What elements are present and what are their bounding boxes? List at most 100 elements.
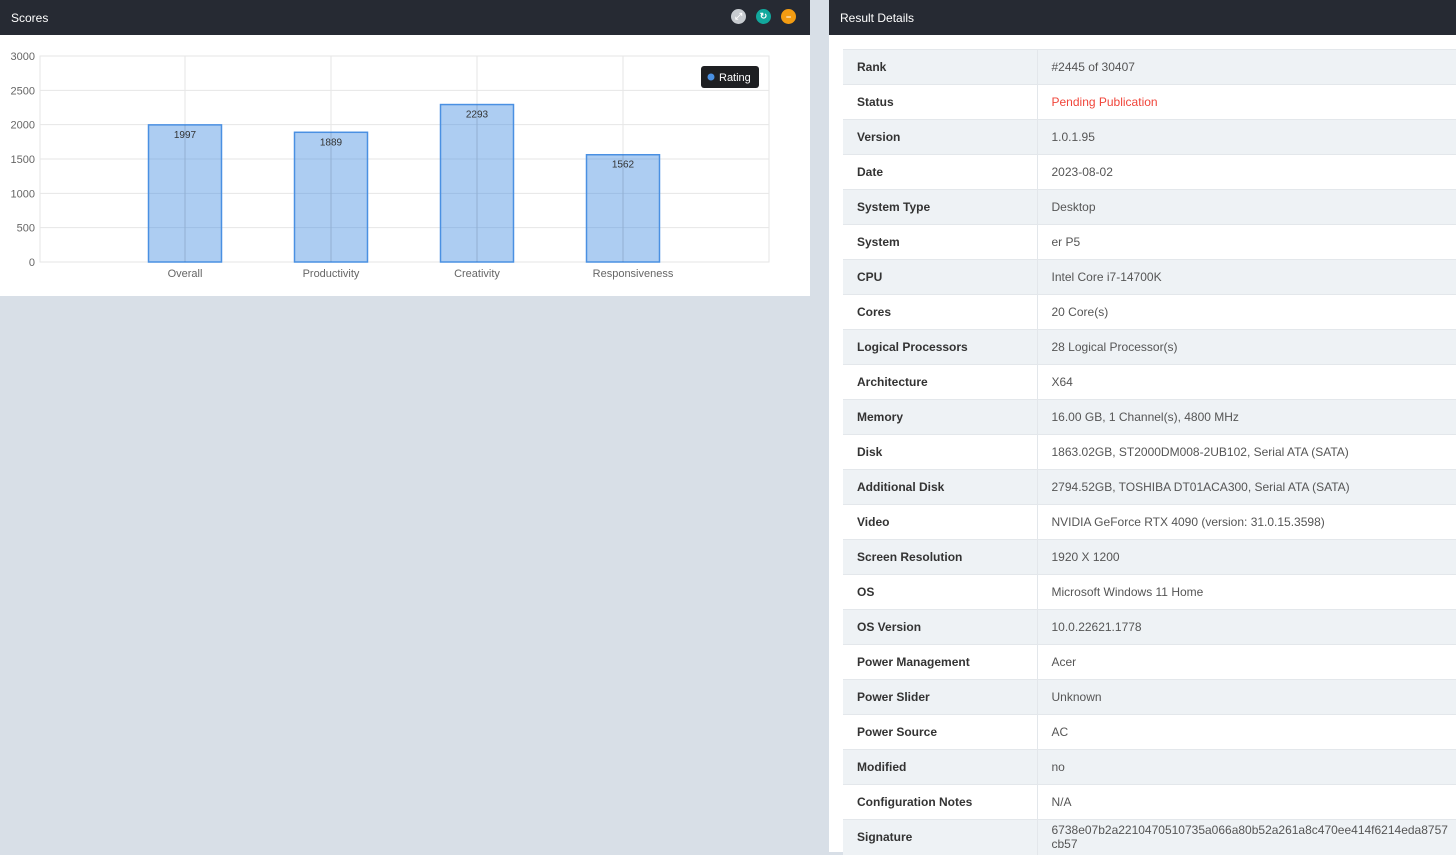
row-value: Unknown [1037,679,1456,715]
table-row: CPU Intel Core i7-14700K [843,259,1456,295]
legend-box [701,66,759,88]
row-value: 1.0.1.95 [1037,119,1456,155]
row-value: 16.00 GB, 1 Channel(s), 4800 MHz [1037,399,1456,435]
row-label: System Type [843,189,1038,225]
table-row: Logical Processors 28 Logical Processor(s… [843,329,1456,365]
row-label: System [843,224,1038,260]
row-value: er P5 [1037,224,1456,260]
table-row: Power Management Acer [843,644,1456,680]
row-value: Intel Core i7-14700K [1037,259,1456,295]
row-label: Screen Resolution [843,539,1038,575]
table-row: Video NVIDIA GeForce RTX 4090 (version: 3… [843,504,1456,540]
table-row: OS Version 10.0.22621.1778 [843,609,1456,645]
row-label: Power Source [843,714,1038,750]
row-label: Logical Processors [843,329,1038,365]
table-row: Power Source AC [843,714,1456,750]
row-label: Video [843,504,1038,540]
table-row: Screen Resolution 1920 X 1200 [843,539,1456,575]
details-header: Result Details [829,0,1456,35]
row-value: NVIDIA GeForce RTX 4090 (version: 31.0.1… [1037,504,1456,540]
y-tick-label: 500 [17,223,35,235]
table-row: System Type Desktop [843,189,1456,225]
y-tick-label: 2000 [11,120,35,132]
x-tick-label: Overall [168,268,203,280]
row-label: Version [843,119,1038,155]
table-row: Version 1.0.1.95 [843,119,1456,155]
row-value: 28 Logical Processor(s) [1037,329,1456,365]
table-row: Signature 6738e07b2a2210470510735a066a80b… [843,819,1456,855]
row-label: Signature [843,819,1038,855]
row-label: OS [843,574,1038,610]
table-row: Modified no [843,749,1456,785]
row-value: 1920 X 1200 [1037,539,1456,575]
row-value: no [1037,749,1456,785]
scores-title: Scores [11,10,49,25]
row-value: 1863.02GB, ST2000DM008-2UB102, Serial AT… [1037,434,1456,470]
scores-panel: Scores ⤢ ↻ − 0 500 1000 1500 2000 2500 3000 199… [0,0,810,296]
legend-marker [707,73,715,81]
row-value: 2794.52GB, TOSHIBA DT01ACA300, Serial AT… [1037,469,1456,505]
row-value: Pending Publication [1037,84,1456,120]
scores-header: Scores ⤢ ↻ − [0,0,810,35]
bar-value-label: 2293 [466,110,489,121]
row-label: Power Management [843,644,1038,680]
x-tick-label: Creativity [454,268,500,280]
y-tick-label: 2500 [11,85,35,97]
table-row: OS Microsoft Windows 11 Home [843,574,1456,610]
table-row: Power Slider Unknown [843,679,1456,715]
bar [147,124,223,263]
row-label: Memory [843,399,1038,435]
minimize-icon[interactable]: − [781,9,796,24]
legend-label: Rating [719,72,751,84]
row-label: Modified [843,749,1038,785]
row-label: OS Version [843,609,1038,645]
refresh-icon[interactable]: ↻ [756,9,771,24]
row-value: Desktop [1037,189,1456,225]
row-label: Power Slider [843,679,1038,715]
row-label: Disk [843,434,1038,470]
y-tick-label: 1000 [11,188,35,200]
bar-value-label: 1997 [174,130,197,141]
row-value: 6738e07b2a2210470510735a066a80b52a261a8c… [1037,819,1456,855]
row-value: 2023-08-02 [1037,154,1456,190]
row-label: CPU [843,259,1038,295]
table-row: Architecture X64 [843,364,1456,400]
table-row: Disk 1863.02GB, ST2000DM008-2UB102, Seria… [843,434,1456,470]
row-label: Rank [843,49,1038,85]
bar-value-label: 1889 [320,137,343,148]
y-tick-label: 0 [29,257,35,269]
row-value: AC [1037,714,1456,750]
table-row: Status Pending Publication [843,84,1456,120]
row-value: N/A [1037,784,1456,820]
details-title: Result Details [840,10,915,25]
x-tick-label: Responsiveness [593,268,674,280]
row-label: Cores [843,294,1038,330]
y-tick-label: 3000 [11,51,35,63]
row-value: Acer [1037,644,1456,680]
row-label: Configuration Notes [843,784,1038,820]
row-label: Additional Disk [843,469,1038,505]
row-value: 20 Core(s) [1037,294,1456,330]
table-row: System er P5 [843,224,1456,260]
bar [439,103,515,263]
table-row: Date 2023-08-02 [843,154,1456,190]
row-value: Microsoft Windows 11 Home [1037,574,1456,610]
bar-value-label: 1562 [612,160,635,171]
row-value: #2445 of 30407 [1037,49,1456,85]
row-value: 10.0.22621.1778 [1037,609,1456,645]
table-row: Additional Disk 2794.52GB, TOSHIBA DT01AC… [843,469,1456,505]
table-row: Memory 16.00 GB, 1 Channel(s), 4800 MHz [843,399,1456,435]
y-tick-label: 1500 [11,154,35,166]
table-row: Configuration Notes N/A [843,784,1456,820]
row-label: Date [843,154,1038,190]
row-label: Architecture [843,364,1038,400]
bar [585,153,661,263]
table-row: Rank #2445 of 30407 [843,49,1456,85]
details-table: Rank #2445 of 30407 Status Pending Publicat… [843,49,1456,855]
bar [293,131,369,263]
expand-icon[interactable]: ⤢ [731,9,746,24]
row-label: Status [843,84,1038,120]
scores-bar-chart: 0 500 1000 1500 2000 2500 3000 1997 Overall 1889 P… [11,51,770,280]
x-tick-label: Productivity [303,268,360,280]
result-details-panel: Result Details Rank #2445 of 30407 Status P… [829,0,1456,855]
